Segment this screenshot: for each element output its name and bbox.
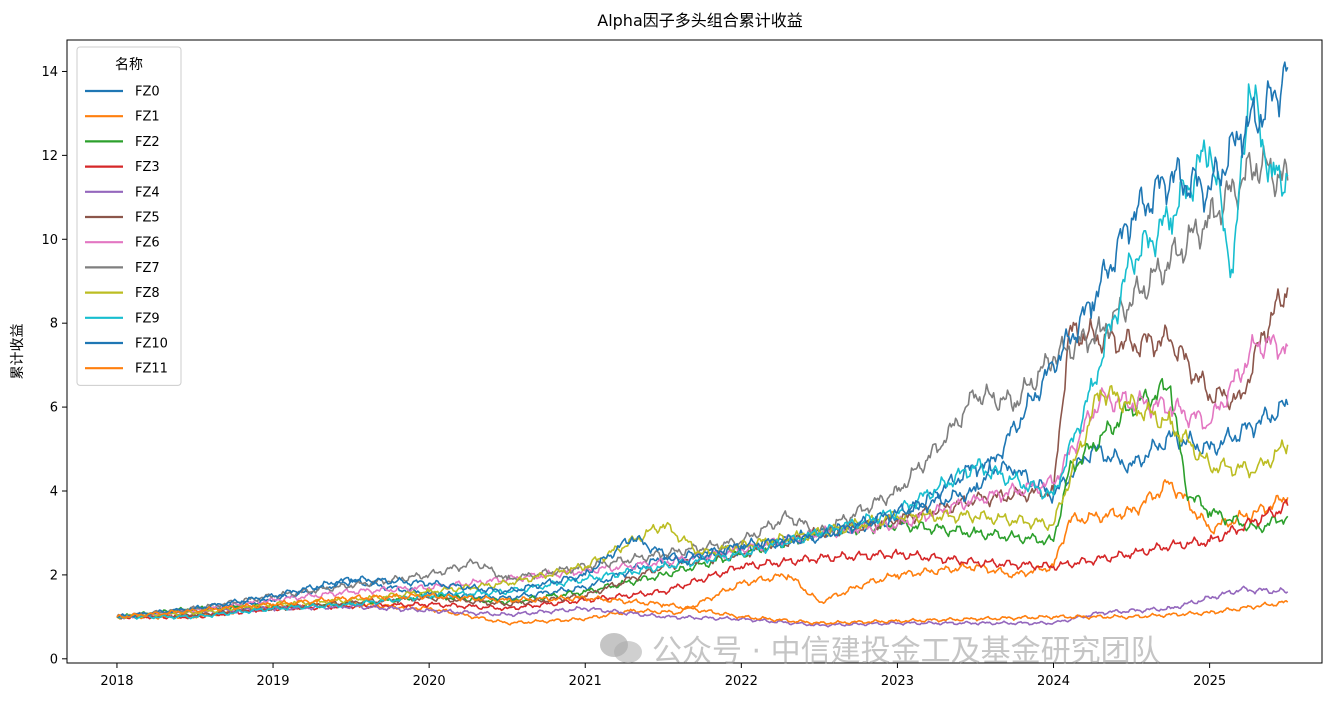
plot-frame (66, 39, 1323, 664)
x-tick-label: 2018 (100, 674, 133, 689)
y-tick-label: 14 (41, 65, 58, 80)
y-tick-label: 8 (50, 317, 58, 332)
legend-label: FZ1 (135, 110, 160, 125)
legend-label: FZ0 (135, 85, 160, 100)
series-line-fz8 (116, 385, 1289, 619)
x-tick-label: 2022 (725, 674, 758, 689)
y-tick-label: 4 (50, 484, 58, 499)
legend-label: FZ2 (135, 135, 160, 150)
legend-label: FZ10 (135, 337, 168, 352)
y-tick-label: 0 (50, 652, 58, 667)
legend-label: FZ6 (135, 236, 160, 251)
legend-label: FZ11 (135, 362, 168, 377)
x-tick-label: 2020 (413, 674, 446, 689)
series-line-fz6 (116, 334, 1289, 619)
legend-label: FZ4 (135, 185, 160, 200)
legend-title: 名称 (115, 57, 143, 73)
legend-label: FZ7 (135, 261, 160, 276)
watermark: 公众号 · 中信建投金工及基金研究团队 (600, 626, 1161, 670)
series-line-fz3 (116, 499, 1289, 620)
y-tick-label: 6 (50, 401, 58, 416)
legend-box (76, 46, 182, 386)
watermark-text: 公众号 · 中信建投金工及基金研究团队 (652, 634, 1161, 669)
series-line-fz4 (116, 585, 1289, 628)
legend-label: FZ5 (135, 211, 160, 226)
series-line-fz5 (116, 287, 1289, 620)
wechat-icon (600, 631, 644, 665)
y-tick-label: 2 (50, 568, 58, 583)
series-line-fz9 (116, 83, 1289, 620)
y-axis-label: 累计收益 (10, 324, 26, 380)
y-axis: 0 2 4 6 8 10 12 14 (41, 65, 67, 667)
series-line-fz10 (117, 61, 1289, 618)
series-line-fz11 (116, 592, 1289, 626)
legend-label: FZ9 (135, 311, 160, 326)
x-tick-label: 2025 (1193, 674, 1226, 689)
legend-label: FZ3 (135, 160, 160, 175)
legend: 名称 FZ0 FZ1 FZ2 FZ3 FZ4 FZ5 FZ6 FZ7 FZ8 FZ9 FZ10 FZ11 (76, 46, 182, 386)
y-tick-label: 12 (41, 149, 58, 164)
x-tick-label: 2021 (569, 674, 602, 689)
y-tick-label: 10 (41, 233, 58, 248)
x-tick-label: 2019 (256, 674, 289, 689)
plot-area (116, 61, 1289, 628)
x-tick-label: 2024 (1037, 674, 1070, 689)
x-tick-label: 2023 (881, 674, 914, 689)
legend-label: FZ8 (135, 286, 160, 301)
chart-title: Alpha因子多头组合累计收益 (597, 11, 803, 30)
series-line-fz7 (116, 144, 1289, 619)
x-axis: 2018 2019 2020 2021 2022 2023 2024 2025 (100, 663, 1226, 689)
